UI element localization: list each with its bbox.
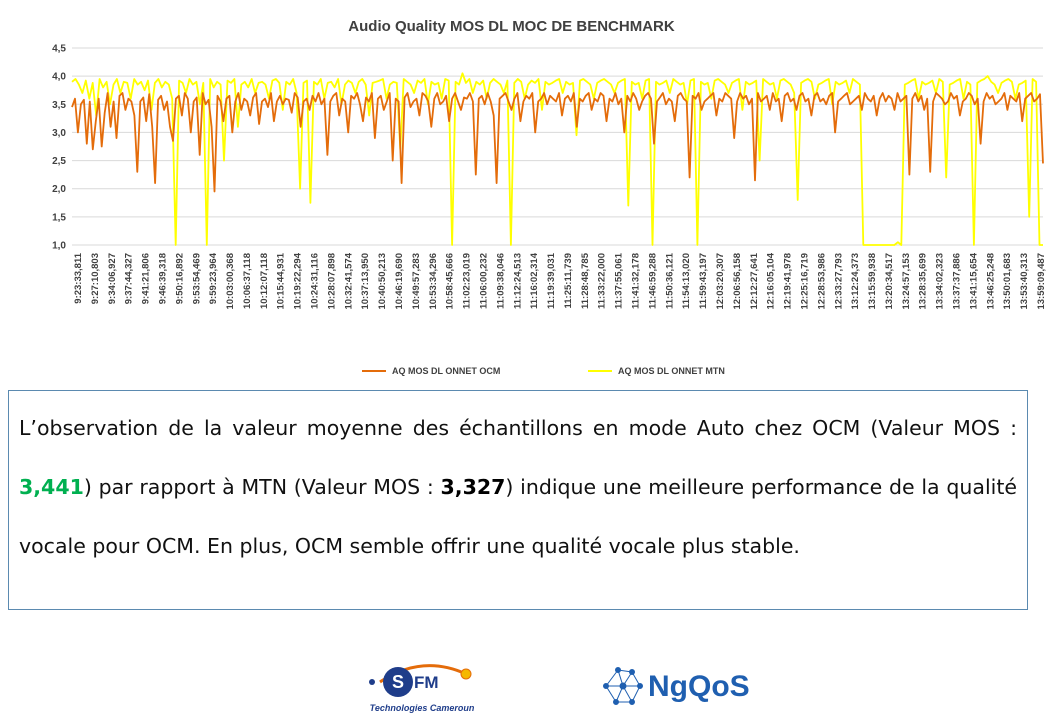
x-tick-label: 13:15:59,938 <box>867 253 878 310</box>
x-tick-label: 10:46:19,690 <box>394 253 405 310</box>
legend-label-mtn: AQ MOS DL ONNET MTN <box>618 366 725 376</box>
legend-swatch-mtn <box>588 370 612 372</box>
x-tick-label: 11:02:23,019 <box>462 253 473 309</box>
y-tick-label: 1,0 <box>52 241 66 252</box>
legend-swatch-ocm <box>362 370 386 372</box>
x-tick-label: 11:41:32,178 <box>631 253 642 309</box>
series-line-ocm <box>71 92 1044 193</box>
x-tick-label: 13:34:02,323 <box>935 253 946 310</box>
x-tick-label: 10:12:07,118 <box>259 253 270 309</box>
x-tick-label: 10:06:37,118 <box>242 253 253 309</box>
x-tick-label: 11:59:43,197 <box>698 253 709 309</box>
x-tick-label: 13:20:34,517 <box>884 253 895 310</box>
x-tick-label: 9:59:23,964 <box>208 252 219 304</box>
x-tick-label: 9:41:21,806 <box>141 253 152 304</box>
x-tick-label: 13:59:09,487 <box>1036 253 1047 310</box>
x-tick-label: 11:09:38,046 <box>495 253 506 309</box>
x-tick-label: 12:12:27,641 <box>749 252 760 309</box>
x-tick-label: 11:33:22,000 <box>597 253 608 309</box>
x-tick-label: 13:50:01,683 <box>1002 253 1013 310</box>
x-tick-label: 13:41:15,654 <box>968 252 979 309</box>
x-tick-label: 12:33:27,793 <box>833 253 844 310</box>
x-tick-label: 11:37:55,061 <box>614 252 625 309</box>
ngqos-logo: NgQoS <box>603 667 750 705</box>
x-tick-label: 12:03:20,307 <box>715 253 726 310</box>
line-chart: 1,0 1,5 2,0 2,5 3,0 3,5 4,0 4,5 9:23:33,811 9:27:… <box>52 44 1047 310</box>
x-tick-label: 13:46:25,248 <box>985 253 996 310</box>
x-tick-label: 9:23:33,811 <box>73 252 84 303</box>
y-tick-label: 1,5 <box>52 212 66 223</box>
x-tick-label: 12:16:05,104 <box>766 252 777 309</box>
observation-textbox: L’observation de la valeur moyenne des é… <box>8 390 1028 610</box>
ngqos-logo-text: NgQoS <box>648 670 750 703</box>
sfm-logo-subtitle: Technologies Cameroun <box>370 703 475 713</box>
y-tick-label: 3,5 <box>52 100 66 111</box>
y-tick-label: 2,0 <box>52 184 66 195</box>
mtn-mos-value: 3,327 <box>440 475 506 499</box>
sfm-logo-s: S <box>392 672 404 692</box>
logos-row: S FM Technologies Cameroun NgQoS <box>0 652 1063 720</box>
x-tick-label: 9:50:16,892 <box>174 253 185 304</box>
x-tick-label: 10:53:34,296 <box>428 253 439 310</box>
x-tick-label: 10:19:22,294 <box>293 252 304 309</box>
x-tick-label: 12:28:53,986 <box>816 253 827 310</box>
x-tick-label: 12:25:16,719 <box>799 253 810 310</box>
x-tick-label: 11:50:36,121 <box>664 252 675 309</box>
x-tick-label: 11:12:24,513 <box>512 253 523 309</box>
legend-item-ocm: AQ MOS DL ONNET OCM <box>362 366 500 376</box>
series-line-mtn <box>71 72 1043 246</box>
x-tick-label: 11:54:13,020 <box>681 253 692 309</box>
x-tick-label: 9:34:06,927 <box>107 253 118 304</box>
x-tick-label: 12:06:56,158 <box>732 253 743 310</box>
paragraph-text-2: ) par rapport à MTN (Valeur MOS : <box>83 475 441 499</box>
ocm-mos-value: 3,441 <box>19 475 84 499</box>
x-tick-label: 9:53:54,469 <box>191 253 202 304</box>
sfm-logo: S FM Technologies Cameroun <box>369 664 475 713</box>
x-tick-label: 10:58:45,666 <box>445 253 456 310</box>
chart-title: Audio Quality MOS DL MOC DE BENCHMARK <box>348 18 675 35</box>
x-tick-label: 13:28:35,699 <box>918 253 929 310</box>
observation-paragraph: L’observation de la valeur moyenne des é… <box>19 399 1017 576</box>
x-tick-label: 10:32:41,574 <box>343 252 354 309</box>
x-tick-label: 13:24:57,153 <box>901 253 912 310</box>
paragraph-text-1: L’observation de la valeur moyenne des é… <box>19 416 1017 440</box>
legend-item-mtn: AQ MOS DL ONNET MTN <box>588 366 725 376</box>
x-tick-label: 11:16:02,314 <box>529 252 540 309</box>
x-tick-label: 10:03:00,368 <box>225 253 236 310</box>
paragraph-text-3: ) indique une meilleure performance de l… <box>19 475 1017 558</box>
x-tick-label: 9:46:39,318 <box>157 253 168 304</box>
y-tick-label: 4,5 <box>52 44 66 55</box>
x-tick-label: 12:19:41,978 <box>783 253 794 310</box>
x-tick-label: 10:37:13,950 <box>360 253 371 310</box>
x-tick-label: 11:28:48,785 <box>580 252 591 309</box>
x-tick-label: 11:46:59,288 <box>647 253 658 309</box>
x-tick-label: 10:40:50,213 <box>377 253 388 310</box>
x-tick-label: 9:27:10,803 <box>90 253 101 304</box>
legend-label-ocm: AQ MOS DL ONNET OCM <box>392 366 501 376</box>
x-tick-label: 13:37:37,886 <box>952 253 963 310</box>
x-tick-label: 11:06:00,232 <box>478 253 489 309</box>
x-tick-label: 10:15:44,931 <box>276 252 287 309</box>
chart-legend: AQ MOS DL ONNET OCM AQ MOS DL ONNET MTN <box>0 366 1063 382</box>
x-tick-label: 11:25:11,739 <box>563 253 574 308</box>
x-tick-label: 10:24:31,116 <box>310 253 321 309</box>
x-tick-label: 13:12:24,373 <box>850 253 861 310</box>
x-tick-label: 10:28:07,898 <box>326 253 337 310</box>
y-tick-label: 2,5 <box>52 156 66 167</box>
x-tick-label: 10:49:57,283 <box>411 253 422 310</box>
y-tick-label: 3,0 <box>52 128 66 139</box>
sfm-logo-fm: FM <box>414 673 439 692</box>
x-tick-label: 13:53:40,313 <box>1019 253 1030 310</box>
y-tick-label: 4,0 <box>52 72 66 83</box>
x-tick-label: 11:19:39,031 <box>546 252 557 309</box>
x-tick-label: 9:37:44,327 <box>124 253 135 304</box>
